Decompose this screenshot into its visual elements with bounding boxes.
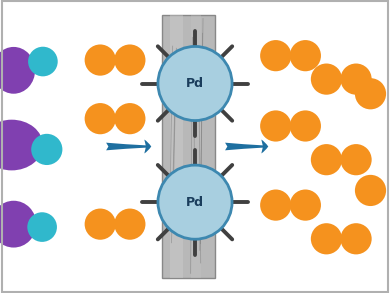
Ellipse shape [340,223,372,254]
Ellipse shape [0,47,35,94]
Ellipse shape [85,45,116,76]
Ellipse shape [158,47,232,120]
Ellipse shape [114,45,145,76]
Bar [162,15,215,278]
Ellipse shape [114,103,145,134]
Ellipse shape [0,201,36,248]
Ellipse shape [290,110,321,142]
Ellipse shape [290,190,321,221]
Ellipse shape [31,134,62,165]
Ellipse shape [85,103,116,134]
Bar [170,15,183,278]
Ellipse shape [158,165,232,239]
Ellipse shape [340,144,372,175]
Ellipse shape [85,209,116,240]
Text: Pd: Pd [186,196,204,209]
Ellipse shape [0,120,43,171]
Bar [191,15,201,278]
Ellipse shape [311,144,342,175]
Ellipse shape [355,175,386,206]
Ellipse shape [260,40,291,71]
Ellipse shape [355,78,386,109]
Ellipse shape [260,190,291,221]
Ellipse shape [311,64,342,95]
Ellipse shape [27,212,57,242]
Ellipse shape [311,223,342,254]
Ellipse shape [28,47,58,76]
Ellipse shape [340,64,372,95]
Ellipse shape [290,40,321,71]
Ellipse shape [260,110,291,142]
Text: Pd: Pd [186,77,204,90]
Ellipse shape [114,209,145,240]
